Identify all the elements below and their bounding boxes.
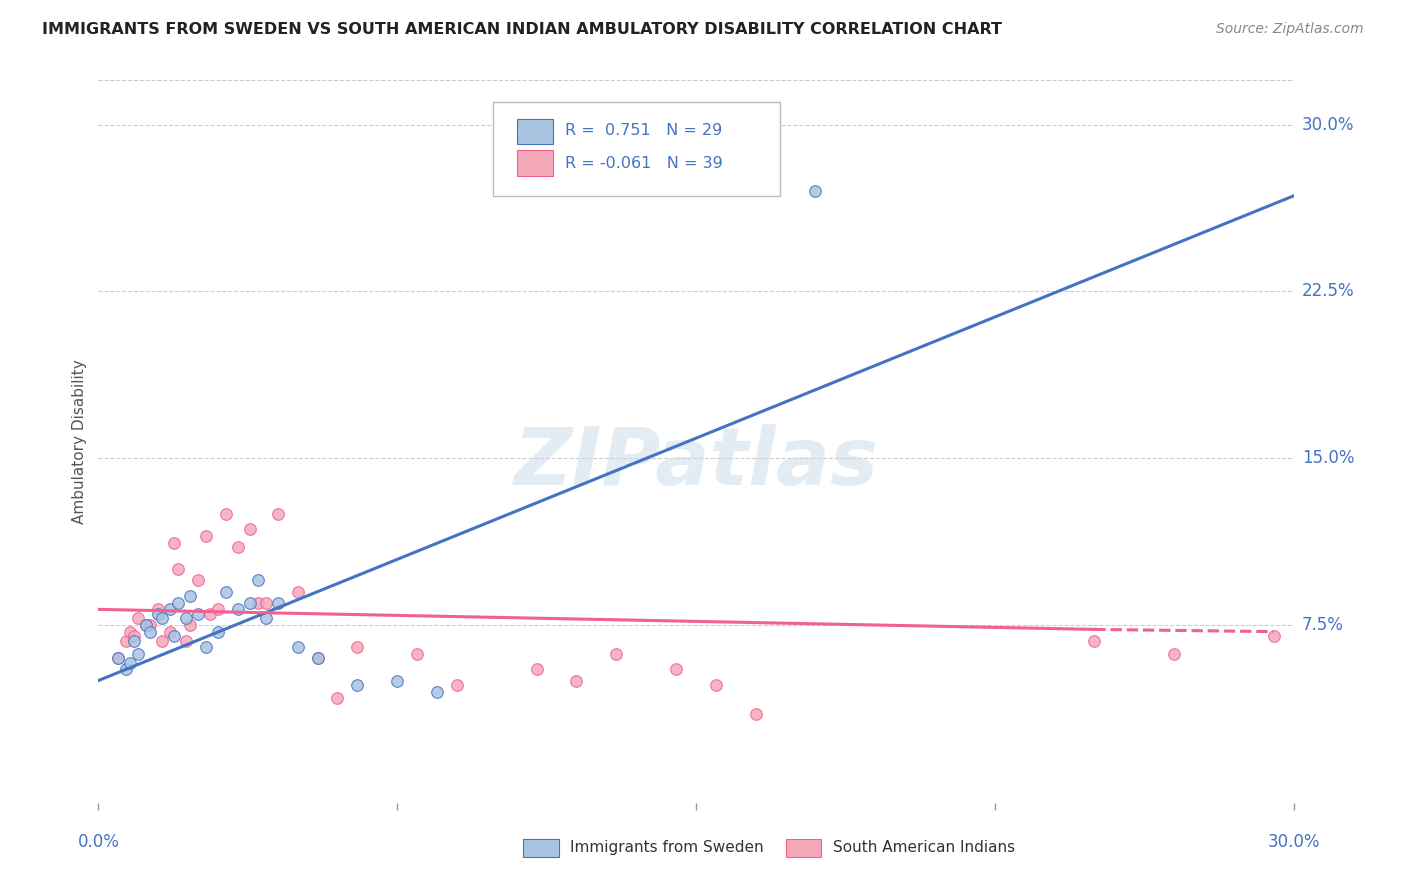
Point bbox=[239, 596, 262, 610]
Point bbox=[159, 602, 181, 616]
Point bbox=[1263, 629, 1285, 643]
Point bbox=[150, 611, 173, 625]
Point bbox=[198, 607, 221, 621]
Text: 15.0%: 15.0% bbox=[1302, 450, 1354, 467]
Point bbox=[115, 633, 138, 648]
Point bbox=[665, 662, 688, 676]
Point bbox=[107, 651, 129, 665]
Point bbox=[135, 618, 157, 632]
Point bbox=[124, 629, 146, 643]
Bar bbox=[517, 119, 553, 144]
Point bbox=[195, 529, 218, 543]
Point bbox=[226, 602, 249, 616]
Text: R = -0.061   N = 39: R = -0.061 N = 39 bbox=[565, 156, 723, 171]
Point bbox=[526, 662, 548, 676]
Point bbox=[385, 673, 409, 688]
Point bbox=[745, 706, 768, 721]
Point bbox=[215, 584, 238, 599]
Text: 30.0%: 30.0% bbox=[1267, 833, 1320, 851]
Point bbox=[605, 647, 627, 661]
Point bbox=[254, 611, 277, 625]
Point bbox=[139, 624, 162, 639]
Point bbox=[215, 507, 238, 521]
Point bbox=[346, 678, 368, 692]
Point bbox=[207, 602, 229, 616]
Point bbox=[307, 651, 329, 665]
Bar bbox=[523, 838, 558, 857]
Point bbox=[174, 611, 197, 625]
Point bbox=[246, 596, 269, 610]
Text: South American Indians: South American Indians bbox=[834, 840, 1015, 855]
Point bbox=[704, 678, 727, 692]
Point bbox=[120, 624, 142, 639]
Text: 22.5%: 22.5% bbox=[1302, 283, 1354, 301]
Text: 30.0%: 30.0% bbox=[1302, 116, 1354, 134]
Point bbox=[135, 618, 157, 632]
FancyBboxPatch shape bbox=[494, 102, 780, 196]
Point bbox=[804, 185, 827, 199]
Point bbox=[148, 607, 170, 621]
Point bbox=[107, 651, 129, 665]
Point bbox=[346, 640, 368, 655]
Text: 0.0%: 0.0% bbox=[77, 833, 120, 851]
Point bbox=[167, 562, 190, 576]
Point bbox=[163, 535, 186, 549]
Point bbox=[124, 633, 146, 648]
Point bbox=[195, 640, 218, 655]
Bar bbox=[786, 838, 821, 857]
Point bbox=[287, 640, 309, 655]
Text: IMMIGRANTS FROM SWEDEN VS SOUTH AMERICAN INDIAN AMBULATORY DISABILITY CORRELATIO: IMMIGRANTS FROM SWEDEN VS SOUTH AMERICAN… bbox=[42, 22, 1002, 37]
Point bbox=[179, 589, 201, 603]
Point bbox=[187, 607, 209, 621]
Point bbox=[150, 633, 173, 648]
Point bbox=[254, 596, 277, 610]
Point bbox=[115, 662, 138, 676]
Point bbox=[179, 618, 201, 632]
Text: ZIPatlas: ZIPatlas bbox=[513, 425, 879, 502]
Point bbox=[426, 684, 449, 698]
Point bbox=[207, 624, 229, 639]
Point bbox=[267, 507, 290, 521]
Point bbox=[326, 691, 349, 706]
Point bbox=[446, 678, 468, 692]
Text: Immigrants from Sweden: Immigrants from Sweden bbox=[571, 840, 763, 855]
Point bbox=[148, 602, 170, 616]
Point bbox=[1083, 633, 1105, 648]
Bar bbox=[517, 151, 553, 176]
Text: R =  0.751   N = 29: R = 0.751 N = 29 bbox=[565, 123, 721, 138]
Y-axis label: Ambulatory Disability: Ambulatory Disability bbox=[72, 359, 87, 524]
Point bbox=[565, 673, 588, 688]
Point bbox=[167, 596, 190, 610]
Point bbox=[127, 647, 149, 661]
Point bbox=[163, 629, 186, 643]
Point bbox=[287, 584, 309, 599]
Text: Source: ZipAtlas.com: Source: ZipAtlas.com bbox=[1216, 22, 1364, 37]
Point bbox=[226, 540, 249, 554]
Point bbox=[174, 633, 197, 648]
Point bbox=[120, 656, 142, 670]
Point bbox=[1163, 647, 1185, 661]
Point bbox=[139, 618, 162, 632]
Point bbox=[406, 647, 429, 661]
Point bbox=[267, 596, 290, 610]
Point bbox=[187, 574, 209, 588]
Point bbox=[246, 574, 269, 588]
Point bbox=[239, 522, 262, 536]
Text: 7.5%: 7.5% bbox=[1302, 616, 1344, 634]
Point bbox=[307, 651, 329, 665]
Point bbox=[159, 624, 181, 639]
Point bbox=[127, 611, 149, 625]
